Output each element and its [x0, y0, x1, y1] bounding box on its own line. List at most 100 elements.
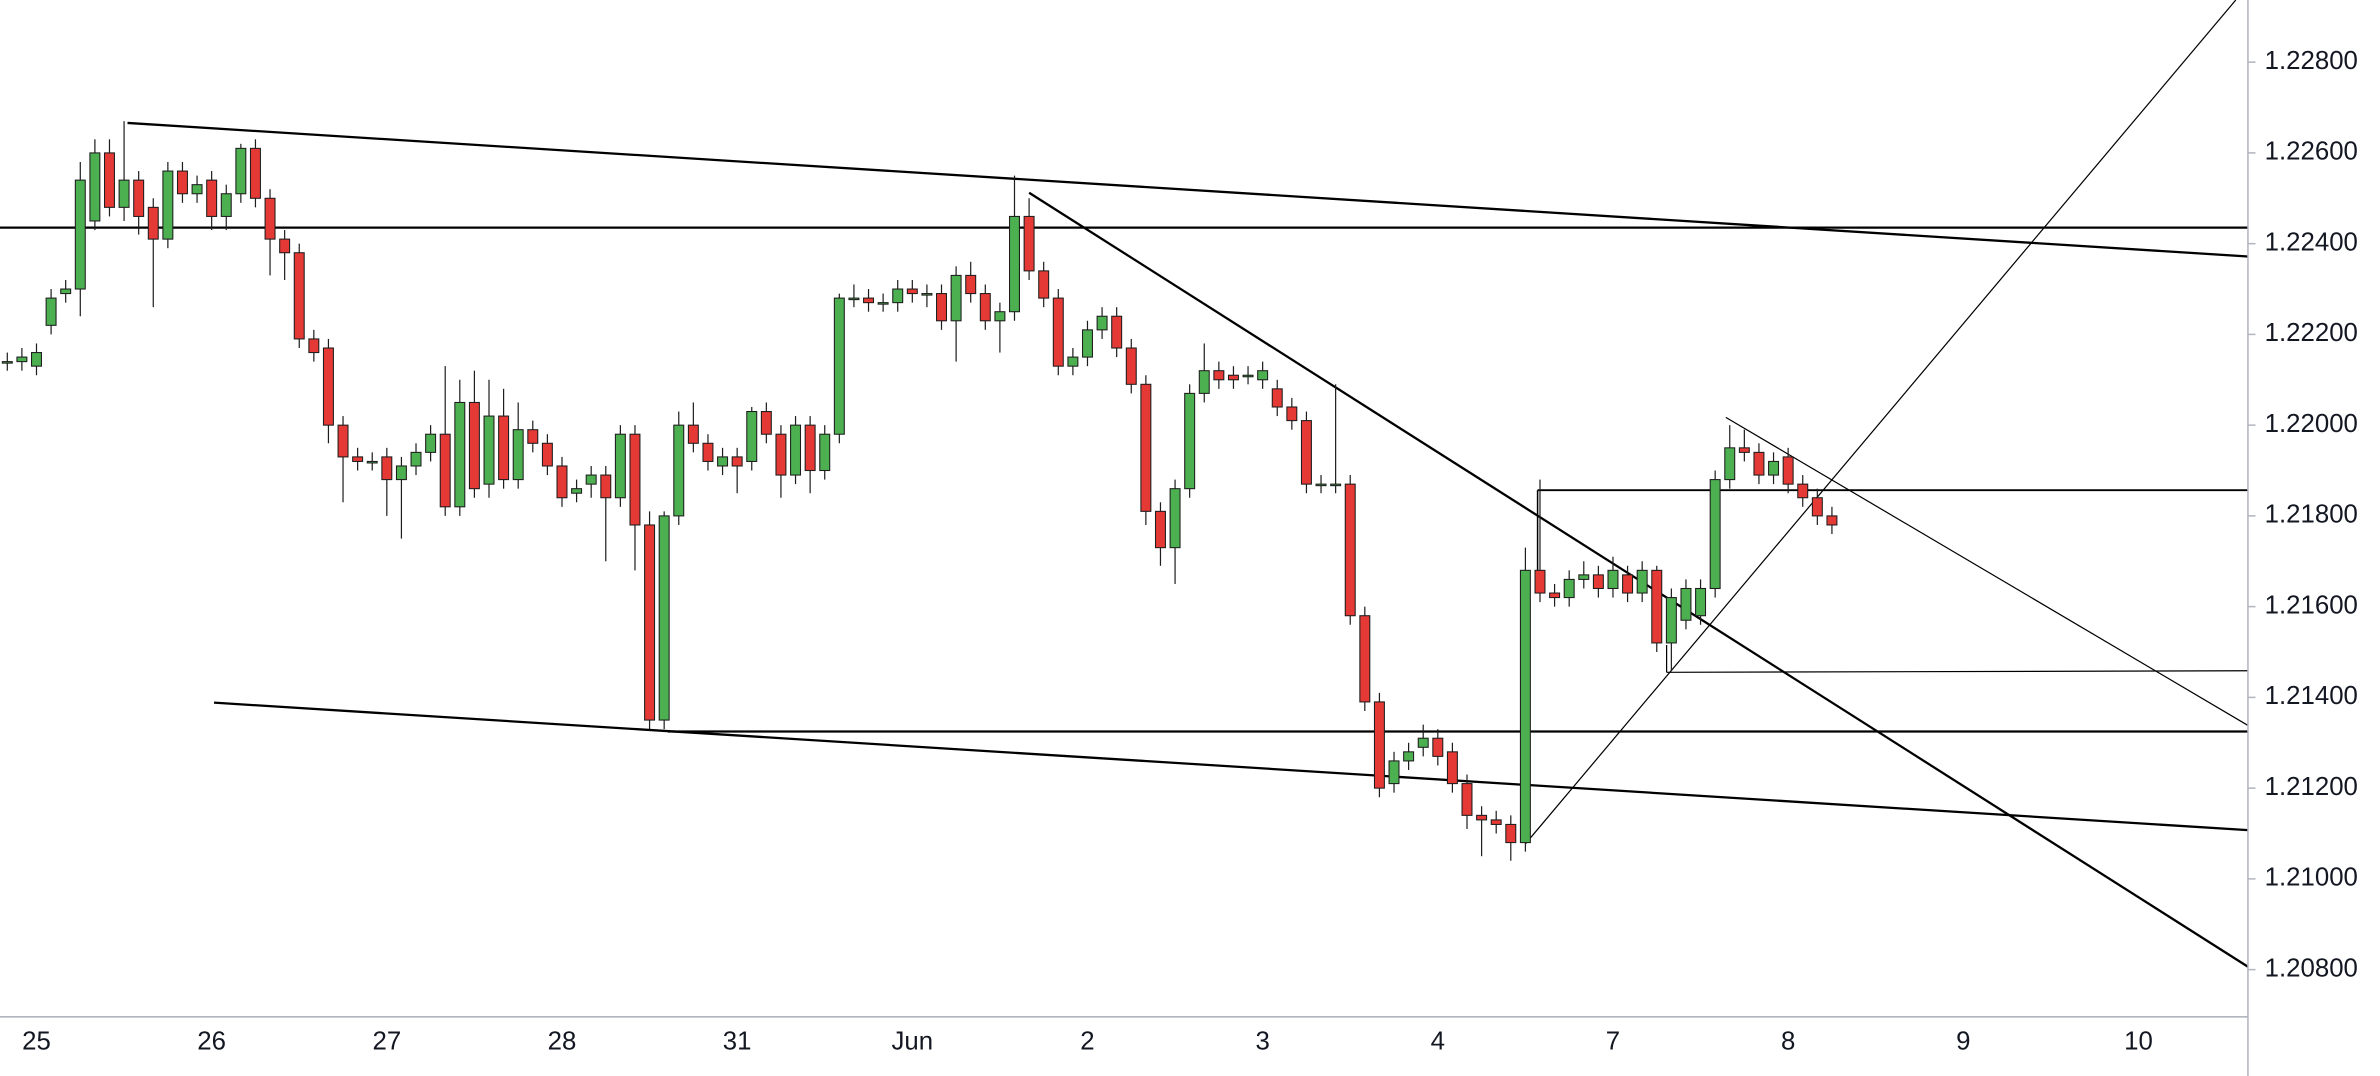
candle-body	[1330, 483, 1342, 487]
candle-body	[1038, 270, 1050, 299]
candle-body	[527, 429, 539, 444]
y-tick-label: 1.21600	[2265, 591, 2358, 619]
candle-body	[556, 465, 568, 499]
candle-body	[994, 311, 1006, 322]
x-tick-label: 2	[1080, 1027, 1094, 1055]
drawings	[0, 0, 2249, 968]
candle-body	[1067, 356, 1079, 367]
candle-body	[731, 456, 743, 467]
candle-body	[1607, 569, 1619, 590]
x-tick-label: Jun	[892, 1027, 934, 1055]
candle-body	[512, 429, 524, 481]
y-tick-label: 1.21400	[2265, 682, 2358, 710]
candle-body	[1359, 615, 1371, 703]
candle-body	[293, 252, 305, 340]
candle-body	[249, 147, 261, 199]
candle-body	[921, 293, 933, 296]
trend-line	[127, 121, 2249, 258]
candle-body	[687, 424, 699, 444]
candle-body	[162, 170, 174, 240]
candle-body	[804, 424, 816, 472]
y-tick-label: 1.20800	[2265, 954, 2358, 982]
candle-body	[819, 433, 831, 472]
candle-body	[790, 424, 802, 476]
candle-body	[1111, 315, 1123, 349]
candle-body	[1315, 483, 1327, 487]
candle-body	[1446, 751, 1458, 785]
candle-body	[1695, 587, 1707, 617]
candle-body	[1140, 383, 1152, 512]
candle-body	[1257, 370, 1269, 381]
candle-body	[877, 302, 889, 305]
y-tick-label: 1.21800	[2265, 501, 2358, 529]
candle-body	[629, 433, 641, 526]
x-tick-label: 3	[1255, 1027, 1269, 1055]
candle-body	[1665, 597, 1677, 644]
candle-body	[600, 474, 612, 499]
candle-body	[1009, 215, 1020, 313]
candle-body	[1169, 488, 1181, 549]
candle-body	[541, 442, 553, 467]
candle-body	[760, 411, 772, 435]
y-tick-label: 1.22800	[2265, 47, 2358, 75]
candle-body	[892, 288, 904, 304]
candle-body	[308, 338, 320, 354]
trend-line	[1524, 0, 2237, 845]
candle-body	[60, 288, 72, 295]
y-tick-label: 1.21200	[2265, 773, 2358, 801]
x-tick-label: 9	[1956, 1027, 1970, 1055]
horizontal-line	[1666, 670, 2248, 673]
candle-body	[1519, 569, 1531, 844]
x-tick-label: 10	[2124, 1027, 2153, 1055]
candle-body	[1242, 374, 1254, 378]
candle-body	[1709, 479, 1721, 590]
candle-body	[1636, 569, 1648, 594]
candle-body	[366, 460, 378, 464]
candle-body	[1782, 456, 1794, 485]
candle-body	[264, 197, 276, 240]
candle-body	[1724, 447, 1736, 481]
candle-body	[746, 411, 758, 462]
candle-body	[1811, 497, 1823, 517]
candle-body	[1388, 760, 1400, 785]
candle-body	[1344, 483, 1356, 617]
y-tick-label: 1.22600	[2265, 138, 2358, 166]
candle-body	[717, 456, 729, 467]
candle-body	[775, 433, 787, 476]
candle-body	[1023, 215, 1035, 272]
trend-line	[213, 701, 2249, 832]
candle-body	[191, 184, 203, 195]
trend-line	[1725, 416, 2249, 726]
candle-body	[133, 179, 145, 217]
y-tick-label: 1.21000	[2265, 864, 2358, 892]
candle-body	[950, 274, 962, 322]
candle-body	[1768, 460, 1780, 476]
candle-body	[468, 401, 480, 490]
candle-body	[410, 451, 422, 467]
x-tick-label: 7	[1606, 1027, 1620, 1055]
candle-body	[176, 170, 188, 195]
y-tick-label: 1.22400	[2265, 228, 2358, 256]
candle-body	[89, 152, 101, 222]
candle-body	[498, 415, 510, 481]
candle-body	[644, 524, 656, 721]
candle-body	[1490, 819, 1502, 825]
y-tick-label: 1.22200	[2265, 319, 2358, 347]
candle-body	[381, 456, 393, 481]
x-tick-label: 28	[548, 1027, 577, 1055]
candle-body	[673, 424, 685, 517]
candle-body	[1826, 515, 1838, 526]
candle-body	[1052, 297, 1064, 367]
candle-body	[352, 456, 364, 462]
candle-body	[906, 288, 918, 295]
candle-body	[585, 474, 597, 485]
candle-body	[1198, 370, 1210, 394]
candle-body	[147, 206, 159, 240]
candle-body	[454, 401, 466, 508]
candle-body	[1417, 737, 1429, 748]
candle-body	[1271, 388, 1283, 408]
candle-body	[965, 274, 977, 295]
candle-body	[74, 179, 86, 290]
candle-body	[936, 293, 948, 322]
